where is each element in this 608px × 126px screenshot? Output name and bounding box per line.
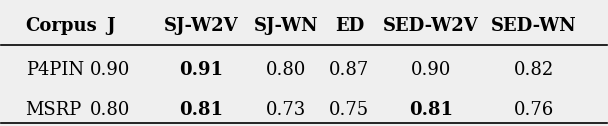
Text: SJ-WN: SJ-WN [254, 17, 318, 35]
Text: 0.81: 0.81 [409, 101, 453, 119]
Text: 0.90: 0.90 [411, 61, 451, 79]
Text: MSRP: MSRP [26, 101, 82, 119]
Text: 0.80: 0.80 [90, 101, 131, 119]
Text: 0.81: 0.81 [179, 101, 223, 119]
Text: SED-W2V: SED-W2V [383, 17, 479, 35]
Text: 0.91: 0.91 [179, 61, 223, 79]
Text: 0.76: 0.76 [514, 101, 554, 119]
Text: 0.82: 0.82 [514, 61, 554, 79]
Text: P4PIN: P4PIN [26, 61, 84, 79]
Text: SED-WN: SED-WN [491, 17, 577, 35]
Text: 0.75: 0.75 [330, 101, 370, 119]
Text: SJ-W2V: SJ-W2V [164, 17, 238, 35]
Text: Corpus: Corpus [26, 17, 97, 35]
Text: 0.80: 0.80 [266, 61, 306, 79]
Text: 0.90: 0.90 [90, 61, 131, 79]
Text: J: J [106, 17, 114, 35]
Text: 0.87: 0.87 [330, 61, 370, 79]
Text: ED: ED [335, 17, 364, 35]
Text: 0.73: 0.73 [266, 101, 306, 119]
